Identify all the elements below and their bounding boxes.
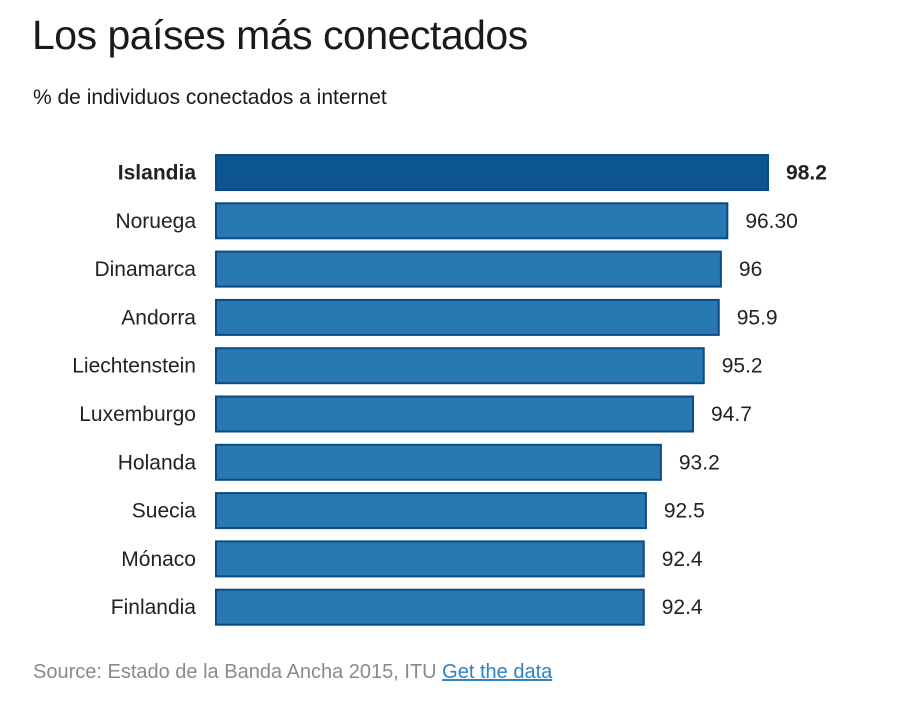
category-label: Suecia xyxy=(132,500,197,523)
bar xyxy=(215,588,645,626)
source-footer: Source: Estado de la Banda Ancha 2015, I… xyxy=(33,661,552,684)
category-label: Andorra xyxy=(121,306,196,329)
value-label: 92.4 xyxy=(662,548,703,571)
category-label: Luxemburgo xyxy=(79,403,196,426)
value-label: 95.2 xyxy=(722,355,763,378)
bar xyxy=(215,395,695,433)
value-label: 96 xyxy=(739,258,762,281)
chart-title: Los países más conectados xyxy=(32,12,528,58)
bar xyxy=(215,540,645,578)
get-the-data-link[interactable]: Get the data xyxy=(442,661,553,683)
chart-subtitle: % de individuos conectados a internet xyxy=(33,86,387,109)
value-label: 93.2 xyxy=(679,451,720,474)
bar xyxy=(215,347,705,385)
value-label: 95.9 xyxy=(737,306,778,329)
bar xyxy=(215,298,720,336)
category-label: Mónaco xyxy=(121,548,196,571)
category-label: Noruega xyxy=(115,210,196,233)
bar xyxy=(215,443,662,481)
bar xyxy=(215,154,770,191)
category-label: Islandia xyxy=(118,162,197,185)
bar xyxy=(215,202,729,240)
value-label: 96.30 xyxy=(745,210,798,233)
bar xyxy=(215,492,647,530)
category-label: Finlandia xyxy=(111,596,197,619)
bar xyxy=(215,250,722,288)
category-label: Dinamarca xyxy=(94,258,196,281)
value-label: 94.7 xyxy=(711,403,752,426)
value-label: 92.5 xyxy=(664,500,705,523)
source-text: Source: Estado de la Banda Ancha 2015, I… xyxy=(33,661,437,683)
value-label: 98.2 xyxy=(786,162,827,185)
category-label: Holanda xyxy=(118,451,197,474)
category-label: Liechtenstein xyxy=(72,355,196,378)
value-label: 92.4 xyxy=(662,596,703,619)
